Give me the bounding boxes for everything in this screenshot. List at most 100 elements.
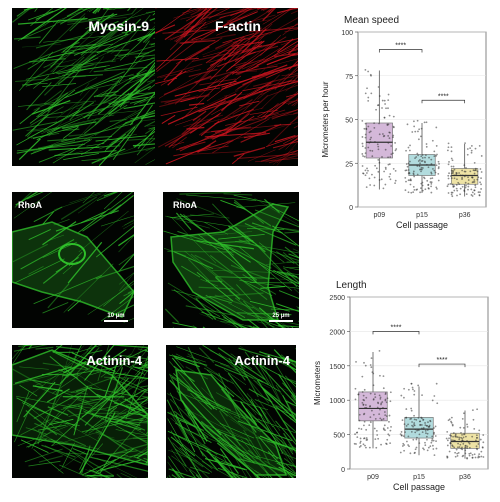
data-point xyxy=(449,434,451,436)
data-point xyxy=(390,145,392,147)
fiber xyxy=(189,69,218,76)
data-point xyxy=(474,193,476,195)
rhoa-left-image xyxy=(12,192,134,328)
data-point xyxy=(479,194,481,196)
data-point xyxy=(362,165,364,167)
scale-bar-left: 10 µm xyxy=(104,313,128,322)
data-point xyxy=(387,156,389,158)
fiber xyxy=(146,477,148,478)
data-point xyxy=(462,455,464,457)
data-point xyxy=(451,146,453,148)
data-point xyxy=(362,404,364,406)
data-point xyxy=(482,441,484,443)
data-point xyxy=(435,435,437,437)
data-point xyxy=(400,395,402,397)
data-point xyxy=(378,104,380,106)
data-point xyxy=(455,172,457,174)
data-point xyxy=(415,439,417,441)
data-point xyxy=(475,169,477,171)
fiber xyxy=(279,291,299,302)
data-point xyxy=(414,425,416,427)
fiber xyxy=(190,467,209,473)
data-point xyxy=(419,165,421,167)
fiber xyxy=(146,9,155,13)
data-point xyxy=(456,453,458,455)
data-point xyxy=(363,414,365,416)
data-point xyxy=(374,141,376,143)
data-point xyxy=(385,443,387,445)
data-point xyxy=(483,456,485,458)
data-point xyxy=(400,433,402,435)
data-point xyxy=(387,135,389,137)
data-point xyxy=(460,188,462,190)
actinin-left-label: Actinin-4 xyxy=(86,353,142,368)
data-point xyxy=(453,190,455,192)
fiber xyxy=(54,151,116,156)
data-point xyxy=(364,421,366,423)
data-point xyxy=(382,407,384,409)
data-point xyxy=(389,132,391,134)
data-point xyxy=(430,185,432,187)
fiber xyxy=(172,354,184,367)
data-point xyxy=(421,128,423,130)
fiber xyxy=(136,363,148,402)
data-point xyxy=(424,442,426,444)
data-point xyxy=(371,174,373,176)
data-point xyxy=(395,170,397,172)
data-point xyxy=(448,172,450,174)
data-point xyxy=(466,440,468,442)
x-tick-label: p15 xyxy=(416,212,428,219)
data-point xyxy=(451,194,453,196)
data-point xyxy=(370,364,372,366)
data-point xyxy=(480,439,482,441)
data-point xyxy=(382,100,384,102)
data-point xyxy=(436,154,438,156)
data-point xyxy=(390,153,392,155)
data-point xyxy=(417,131,419,133)
data-point xyxy=(381,156,383,158)
data-point xyxy=(388,94,390,96)
data-point xyxy=(389,163,391,165)
data-point xyxy=(379,417,381,419)
data-point xyxy=(469,455,471,457)
data-point xyxy=(465,185,467,187)
data-point xyxy=(394,182,396,184)
significance-label: **** xyxy=(437,357,448,364)
data-point xyxy=(377,143,379,145)
data-point xyxy=(417,385,419,387)
data-point xyxy=(392,136,394,138)
data-point xyxy=(410,184,412,186)
data-point xyxy=(379,350,381,352)
data-point xyxy=(366,172,368,174)
data-point xyxy=(450,421,452,423)
data-point xyxy=(412,388,414,390)
data-point xyxy=(383,135,385,137)
data-point xyxy=(447,445,449,447)
data-point xyxy=(384,100,386,102)
data-point xyxy=(452,159,454,161)
data-point xyxy=(418,417,420,419)
data-point xyxy=(389,430,391,432)
data-point xyxy=(369,150,371,152)
data-point xyxy=(447,185,449,187)
data-point xyxy=(451,195,453,197)
data-point xyxy=(379,162,381,164)
data-point xyxy=(450,175,452,177)
data-point xyxy=(464,142,466,144)
data-point xyxy=(467,189,469,191)
data-point xyxy=(410,408,412,410)
data-point xyxy=(387,124,389,126)
data-point xyxy=(433,440,435,442)
data-point xyxy=(365,169,367,171)
fiber xyxy=(276,251,294,263)
data-point xyxy=(389,400,391,402)
data-point xyxy=(374,438,376,440)
data-point xyxy=(355,361,357,363)
data-point xyxy=(476,437,478,439)
data-point xyxy=(381,401,383,403)
fiber xyxy=(82,205,121,231)
data-point xyxy=(477,443,479,445)
data-point xyxy=(367,97,369,99)
data-point xyxy=(403,397,405,399)
fiber xyxy=(49,147,100,150)
